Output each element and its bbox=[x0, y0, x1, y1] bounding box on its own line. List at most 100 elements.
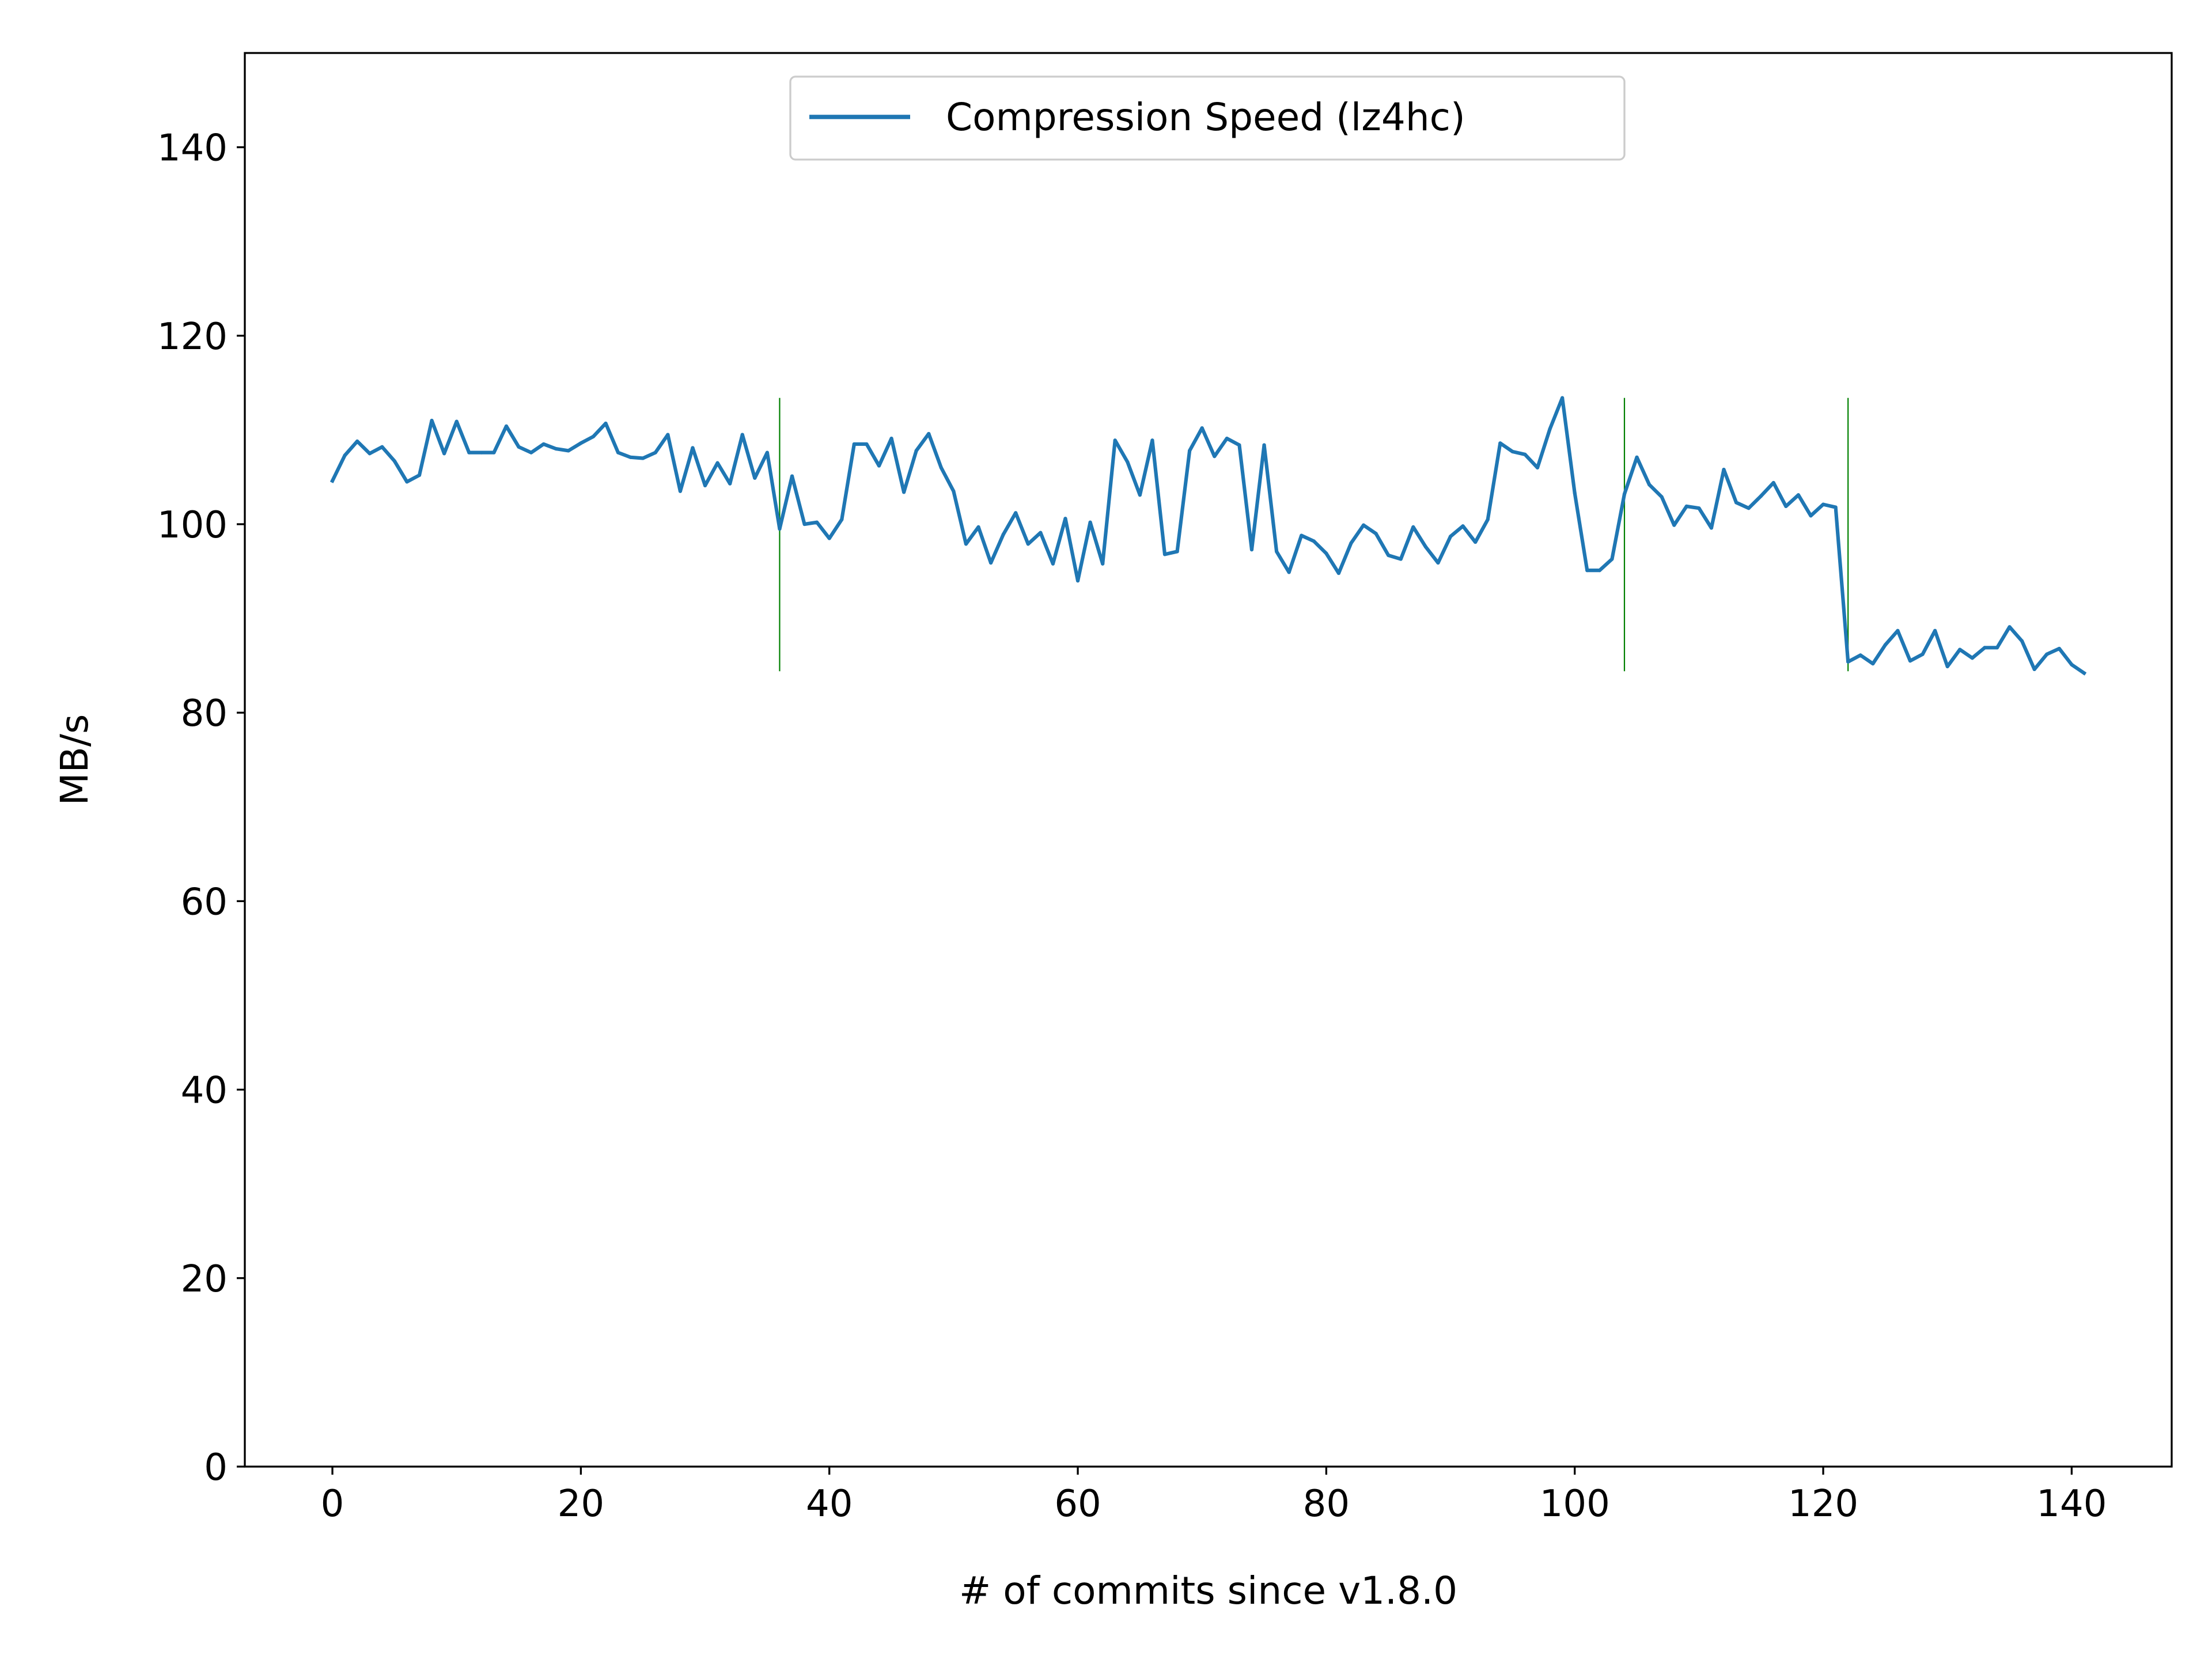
data-point bbox=[666, 433, 670, 437]
x-tick-label: 20 bbox=[558, 1483, 604, 1525]
x-tick-label: 0 bbox=[321, 1483, 344, 1525]
data-point bbox=[1635, 455, 1639, 459]
data-point bbox=[691, 446, 695, 450]
data-point bbox=[1510, 449, 1514, 454]
data-point bbox=[1796, 493, 1801, 497]
data-point bbox=[1722, 468, 1726, 472]
data-point bbox=[1622, 492, 1627, 496]
data-point bbox=[479, 450, 483, 454]
data-point bbox=[1597, 569, 1601, 573]
data-point bbox=[1759, 494, 1763, 498]
data-point bbox=[1262, 443, 1266, 447]
data-point bbox=[1138, 493, 1142, 497]
data-point bbox=[653, 450, 657, 454]
data-point bbox=[1834, 505, 1838, 509]
x-tick-label: 140 bbox=[2036, 1483, 2107, 1525]
data-point bbox=[355, 439, 359, 444]
data-point bbox=[1747, 506, 1751, 510]
data-point bbox=[1014, 511, 1018, 515]
data-point bbox=[330, 479, 335, 483]
data-point bbox=[1610, 557, 1614, 561]
data-point bbox=[1175, 550, 1179, 554]
data-point bbox=[1361, 523, 1366, 527]
data-point bbox=[442, 452, 446, 456]
data-point bbox=[417, 473, 422, 478]
data-point bbox=[1846, 660, 1850, 664]
data-point bbox=[1324, 551, 1328, 555]
data-point bbox=[492, 450, 496, 454]
data-point bbox=[1523, 452, 1527, 457]
data-point bbox=[554, 447, 558, 451]
data-point bbox=[628, 455, 632, 459]
data-point bbox=[1237, 443, 1241, 447]
data-point bbox=[1660, 495, 1664, 499]
data-point bbox=[703, 483, 707, 488]
data-point bbox=[1287, 570, 1291, 574]
data-point bbox=[1275, 550, 1279, 554]
data-point bbox=[1548, 427, 1552, 431]
data-point bbox=[1896, 628, 1900, 632]
data-point bbox=[976, 525, 980, 529]
data-point bbox=[1684, 504, 1688, 509]
x-tick-label: 120 bbox=[1788, 1483, 1858, 1525]
data-point bbox=[1585, 569, 1589, 573]
data-point bbox=[541, 442, 546, 446]
data-point bbox=[952, 489, 956, 493]
data-point bbox=[2082, 671, 2086, 675]
data-point bbox=[1300, 533, 1304, 537]
y-axis-label: MB/s bbox=[52, 714, 97, 806]
data-point bbox=[1349, 541, 1353, 545]
data-point bbox=[1709, 526, 1714, 530]
data-point bbox=[1958, 647, 1962, 652]
data-point bbox=[1672, 523, 1676, 527]
data-point bbox=[1535, 465, 1540, 469]
data-point bbox=[790, 474, 794, 478]
data-point bbox=[405, 480, 409, 484]
axes-frame bbox=[244, 52, 2173, 1468]
data-point bbox=[1734, 501, 1738, 505]
data-point bbox=[1871, 662, 1875, 666]
data-point bbox=[1225, 437, 1229, 441]
data-point bbox=[2057, 646, 2061, 651]
data-point bbox=[802, 522, 806, 527]
x-axis-label: # of commits since v1.8.0 bbox=[959, 1569, 1457, 1613]
data-point bbox=[678, 489, 683, 493]
data-point bbox=[1001, 532, 1005, 537]
data-point bbox=[1809, 514, 1813, 518]
data-point bbox=[641, 456, 645, 460]
data-point bbox=[1858, 653, 1862, 657]
data-point bbox=[1486, 517, 1490, 521]
data-point bbox=[1647, 483, 1652, 487]
data-point bbox=[1399, 557, 1403, 561]
data-point bbox=[964, 542, 968, 546]
data-point bbox=[840, 517, 844, 521]
data-point bbox=[2032, 667, 2036, 672]
data-point bbox=[529, 450, 533, 454]
y-tick-label: 20 bbox=[181, 1258, 228, 1301]
data-point bbox=[1423, 545, 1428, 549]
data-point bbox=[1995, 646, 1999, 650]
data-point bbox=[1213, 454, 1217, 459]
data-point bbox=[914, 449, 918, 453]
series-line-0 bbox=[329, 396, 2087, 676]
data-point bbox=[1150, 438, 1154, 442]
data-point bbox=[2008, 625, 2012, 629]
data-point bbox=[1312, 539, 1316, 543]
data-point bbox=[815, 520, 819, 524]
data-point bbox=[1101, 562, 1105, 566]
x-tick-label: 60 bbox=[1054, 1483, 1101, 1525]
data-point bbox=[877, 464, 881, 468]
y-tick-label: 100 bbox=[157, 504, 228, 547]
x-tick-label: 80 bbox=[1303, 1483, 1350, 1525]
y-tick-label: 120 bbox=[157, 316, 228, 358]
data-point bbox=[1821, 502, 1825, 506]
data-point bbox=[902, 490, 906, 494]
data-point bbox=[1188, 449, 1192, 453]
data-point bbox=[392, 459, 396, 463]
data-point bbox=[939, 465, 943, 469]
data-point bbox=[778, 527, 782, 531]
data-point bbox=[765, 450, 769, 454]
data-point bbox=[889, 437, 893, 441]
data-point bbox=[579, 441, 583, 445]
